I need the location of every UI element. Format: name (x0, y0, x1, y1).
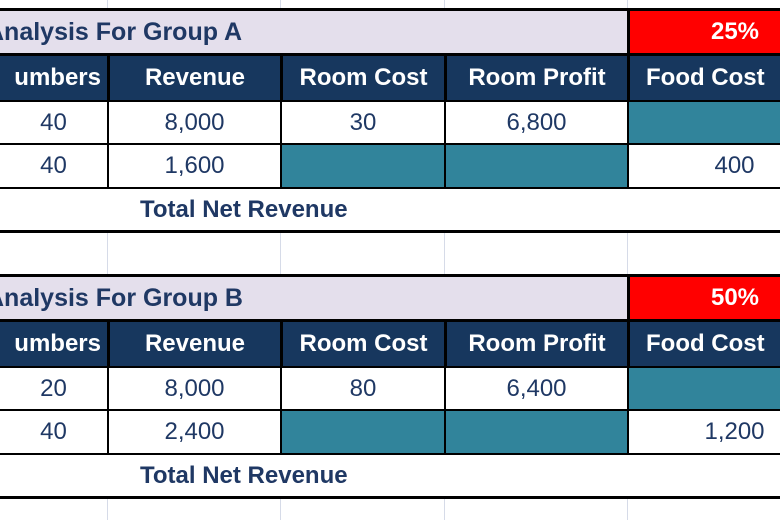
group-title-row: Analysis For Group B 50% (0, 274, 780, 322)
cell-numbers[interactable]: 20 (40, 374, 67, 402)
cell-room-profit[interactable] (444, 411, 627, 453)
cell-room-profit[interactable]: 6,400 (444, 368, 627, 409)
header-food-cost[interactable]: Food Cost (627, 322, 780, 366)
cell-room-cost[interactable] (280, 411, 444, 453)
cell-room-cost[interactable]: 30 (280, 102, 444, 143)
header-room-profit[interactable]: Room Profit (444, 56, 627, 100)
cell-revenue[interactable]: 2,400 (107, 411, 280, 453)
percent-cell[interactable]: 25% (627, 11, 780, 53)
cell-numbers[interactable]: 40 (40, 152, 67, 179)
header-numbers[interactable]: umbers (14, 64, 101, 91)
percent-cell[interactable]: 50% (627, 277, 780, 319)
gridline (627, 0, 628, 520)
gridline (107, 0, 108, 520)
header-room-profit[interactable]: Room Profit (444, 322, 627, 366)
header-revenue[interactable]: Revenue (107, 322, 280, 366)
cell-food-cost[interactable]: 400 (627, 145, 780, 187)
table-row: 40 8,000 30 6,800 (0, 102, 780, 145)
cell-numbers[interactable]: 40 (40, 108, 67, 136)
gridline (444, 0, 445, 520)
total-net-revenue-label: Total Net Revenue (140, 461, 348, 489)
total-row: Total Net Revenue (0, 189, 780, 233)
header-row: umbers Revenue Room Cost Room Profit Foo… (0, 322, 780, 368)
header-food-cost[interactable]: Food Cost (627, 56, 780, 100)
group-title[interactable]: Analysis For Group B (0, 283, 243, 312)
header-room-cost[interactable]: Room Cost (280, 56, 444, 100)
total-net-revenue-label: Total Net Revenue (140, 195, 348, 223)
cell-room-profit[interactable] (444, 145, 627, 187)
cell-room-cost[interactable]: 80 (280, 368, 444, 409)
table-row: 20 8,000 80 6,400 (0, 368, 780, 411)
cell-revenue[interactable]: 8,000 (107, 102, 280, 143)
header-numbers[interactable]: umbers (14, 330, 101, 357)
header-room-cost[interactable]: Room Cost (280, 322, 444, 366)
cell-food-cost[interactable] (627, 102, 780, 143)
cell-numbers[interactable]: 40 (40, 418, 67, 445)
cell-room-cost[interactable] (280, 145, 444, 187)
cell-room-profit[interactable]: 6,800 (444, 102, 627, 143)
group-title[interactable]: Analysis For Group A (0, 17, 243, 46)
table-row: 40 2,400 1,200 (0, 411, 780, 455)
total-row: Total Net Revenue (0, 455, 780, 499)
group-title-row: Analysis For Group A 25% (0, 8, 780, 56)
header-revenue[interactable]: Revenue (107, 56, 280, 100)
header-row: umbers Revenue Room Cost Room Profit Foo… (0, 56, 780, 102)
cell-food-cost[interactable]: 1,200 (627, 411, 780, 453)
gridline (280, 0, 281, 520)
cell-revenue[interactable]: 1,600 (107, 145, 280, 187)
cell-food-cost[interactable] (627, 368, 780, 409)
cell-revenue[interactable]: 8,000 (107, 368, 280, 409)
table-row: 40 1,600 400 (0, 145, 780, 189)
